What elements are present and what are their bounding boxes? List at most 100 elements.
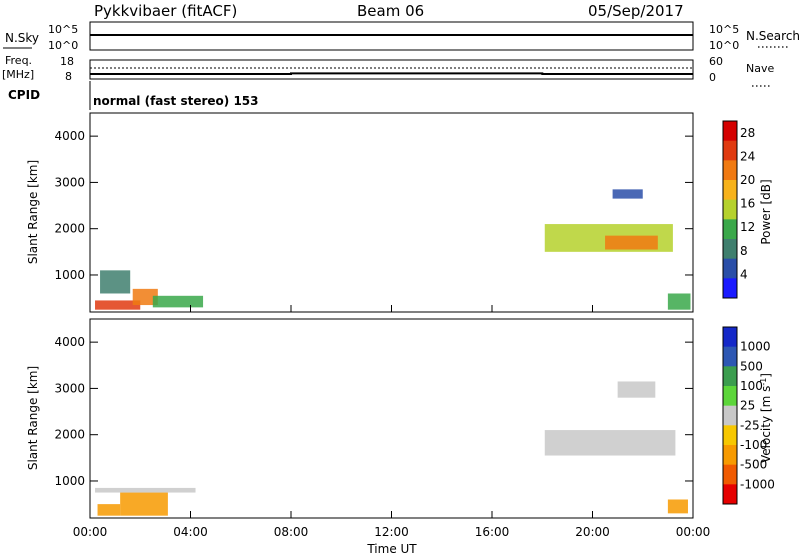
colorbar-tick-label: 1000 — [740, 340, 771, 354]
colorbar-tick-label: 8 — [740, 244, 748, 258]
time-axis-label: Time UT — [366, 542, 417, 554]
data-region — [152, 295, 204, 308]
y-tick-label: 3000 — [54, 175, 85, 189]
x-tick-label: 00:00 — [676, 525, 711, 539]
colorbar-swatch — [723, 180, 737, 201]
colorbar-tick-label: 100 — [740, 379, 763, 393]
colorbar-tick-label: -100 — [740, 438, 767, 452]
colorbar-tick-label: 28 — [740, 126, 755, 140]
colorbar-tick-label: 25 — [740, 399, 755, 413]
freq-tick-top: 18 — [60, 55, 74, 68]
power-ylabel: Slant Range [km] — [26, 160, 40, 264]
beam-title: Beam 06 — [357, 2, 424, 20]
velocity-x-ticks: 00:00 04:00 08:00 12:00 16:00 20:00 00:00 — [73, 511, 711, 539]
data-region — [612, 189, 643, 199]
nsky-tick-top: 10^5 — [48, 23, 78, 36]
data-region — [667, 293, 691, 310]
velocity-panel: 1000 2000 3000 4000 00:00 04:00 08:00 12:00 16:… — [26, 318, 775, 539]
x-tick-label: 08:00 — [274, 525, 309, 539]
power-colorbar: 4 8 12 16 20 24 28 — [722, 120, 755, 299]
data-region — [95, 487, 196, 493]
nsky-panel: N.Sky 10^5 10^0 10^5 10^0 N.Search — [3, 21, 800, 52]
radar-title: Pykkvibaer (fitACF) — [94, 2, 237, 20]
colorbar-frame — [722, 326, 738, 505]
power-colorbar-label: Power [dB] — [759, 179, 773, 244]
velocity-colorbar: 1000 500 100 25 -25 -100 -500 -1000 — [722, 326, 775, 505]
y-tick-label: 4000 — [54, 335, 85, 349]
x-tick-label: 16:00 — [475, 525, 510, 539]
y-tick-label: 2000 — [54, 428, 85, 442]
cpid-value: normal (fast stereo) 153 — [93, 94, 259, 108]
colorbar-swatch — [723, 219, 737, 240]
velocity-colorbar-label: Velocity [m s-1] — [759, 373, 773, 463]
colorbar-tick-label: 12 — [740, 220, 755, 234]
colorbar-frame — [722, 120, 738, 299]
freq-tick-bottom: 8 — [65, 70, 72, 83]
colorbar-swatch — [723, 327, 737, 348]
nsky-label: N.Sky — [5, 31, 39, 45]
cpid-label: CPID — [8, 88, 40, 102]
colorbar-swatch — [723, 386, 737, 407]
colorbar-swatch — [723, 346, 737, 367]
data-region — [605, 235, 658, 250]
colorbar-tick-label: 4 — [740, 267, 748, 281]
velocity-ylabel: Slant Range [km] — [26, 366, 40, 470]
nave-line — [90, 72, 693, 75]
colorbar-swatch — [723, 258, 737, 279]
nsearch-tick-top: 10^5 — [709, 23, 739, 36]
power-panel: 1000 2000 3000 4000 Slant Range [km] 4 8 12 16… — [26, 112, 773, 313]
freq-panel: Freq. [MHz] 18 8 60 0 Nave — [2, 54, 774, 87]
power-data — [95, 189, 691, 310]
power-x-ticks — [89, 305, 694, 312]
data-region — [667, 499, 688, 514]
power-y-ticks: 1000 2000 3000 4000 — [54, 129, 693, 282]
data-region — [97, 504, 121, 516]
velocity-y-ticks: 1000 2000 3000 4000 — [54, 335, 693, 488]
freq-label: Freq. — [5, 54, 32, 67]
data-region — [544, 430, 676, 456]
y-tick-label: 1000 — [54, 268, 85, 282]
cpid-row: CPID normal (fast stereo) 153 — [8, 81, 259, 110]
colorbar-swatch — [723, 239, 737, 260]
nave-tick-bottom: 0 — [709, 71, 716, 84]
nsky-tick-bottom: 10^0 — [48, 39, 78, 52]
y-tick-label: 4000 — [54, 129, 85, 143]
colorbar-swatch — [723, 445, 737, 466]
colorbar-tick-label: 20 — [740, 173, 755, 187]
nave-tick-top: 60 — [709, 55, 723, 68]
freq-frame — [89, 59, 694, 80]
colorbar-swatch — [723, 121, 737, 142]
x-tick-label: 20:00 — [575, 525, 610, 539]
power-plot-area — [90, 113, 693, 312]
colorbar-swatch — [723, 278, 737, 299]
colorbar-swatch — [723, 160, 737, 181]
data-region — [95, 300, 141, 310]
colorbar-tick-label: 24 — [740, 149, 755, 163]
data-region — [100, 270, 131, 294]
nsearch-tick-bottom: 10^0 — [709, 39, 739, 52]
x-tick-label: 04:00 — [173, 525, 208, 539]
y-tick-label: 2000 — [54, 222, 85, 236]
x-tick-label: 00:00 — [73, 525, 108, 539]
data-region — [120, 492, 168, 516]
y-tick-label: 1000 — [54, 474, 85, 488]
colorbar-swatch — [723, 464, 737, 485]
colorbar-swatch — [723, 405, 737, 426]
data-region — [617, 381, 656, 398]
data-region — [132, 288, 158, 306]
colorbar-swatch — [723, 425, 737, 446]
colorbar-swatch — [723, 199, 737, 220]
freq-units-label: [MHz] — [2, 68, 34, 81]
colorbar-tick-label: 500 — [740, 359, 763, 373]
colorbar-swatch — [723, 366, 737, 387]
colorbar-tick-label: -25 — [740, 418, 760, 432]
colorbar-swatch — [723, 140, 737, 161]
colorbar-tick-label: -500 — [740, 458, 767, 472]
velocity-plot-area — [90, 319, 693, 518]
x-tick-label: 12:00 — [374, 525, 409, 539]
colorbar-tick-label: 16 — [740, 197, 755, 211]
nsearch-label: N.Search — [746, 29, 800, 43]
nave-label: Nave — [746, 62, 774, 75]
y-tick-label: 3000 — [54, 381, 85, 395]
